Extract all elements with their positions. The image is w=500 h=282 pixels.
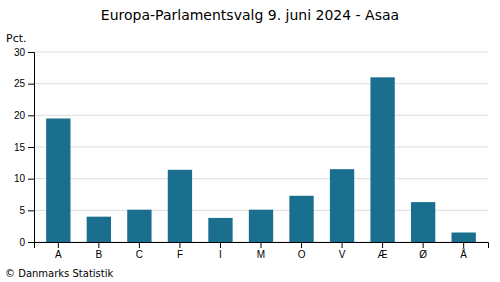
tick: M [257,242,265,260]
tick-mark [382,242,383,248]
tick: B [96,242,103,260]
tick: 30 [14,47,34,58]
y-label: Pct. [6,32,27,45]
y-axis: 0 5 10 15 20 25 30 [14,47,35,248]
tick-label: F [177,249,183,260]
tick: C [136,242,143,260]
bar [87,217,111,242]
plot: 0 5 10 15 20 25 30 A B C F I M O V Æ Ø Å Pct. [6,32,489,260]
tick: A [55,242,62,260]
tick-mark [28,147,34,148]
tick-mark [98,242,99,248]
bar [289,196,313,242]
tick: I [219,242,222,260]
tick-label: O [298,249,306,260]
bar [452,233,476,243]
tick-mark [28,84,34,85]
tick-mark [301,242,302,248]
tick-mark [179,242,180,248]
tick-mark [28,52,34,53]
tick-mark [28,210,34,211]
tick-label: I [219,249,222,260]
grid-line [34,52,488,53]
tick-label: 15 [14,142,26,153]
tick-mark [261,242,262,248]
tick: 20 [14,110,34,121]
axis-line [35,243,489,249]
tick-label: 0 [19,237,25,248]
tick-mark [220,242,221,248]
tick: O [298,242,306,260]
tick-label: Ø [419,249,427,260]
grid-line [34,178,488,179]
x-axis: ABCFIMOVÆØÅ [35,242,489,260]
tick-mark [58,242,59,248]
tick-label: 10 [14,173,26,184]
title: Europa-Parlamentsvalg 9. juni 2024 - Asa… [101,7,399,23]
tick: 25 [14,78,34,89]
tick-label: B [96,249,103,260]
bar [411,202,435,242]
tick-label: 30 [14,47,26,58]
tick-label: 20 [14,110,26,121]
tick-label: Å [460,248,467,260]
tick-label: 5 [19,205,25,216]
footer: © Danmarks Statistik [5,268,114,279]
tick: Æ [378,242,388,260]
bar [208,218,232,242]
tick-label: A [55,249,62,260]
tick-mark [28,115,34,116]
tick-label: C [136,249,143,260]
bar [330,169,354,242]
bar [249,210,273,242]
tick-mark [139,242,140,248]
bar [127,210,151,242]
grid [34,52,488,242]
tick-label: Æ [378,249,388,260]
tick-label: M [257,249,265,260]
grid-line [34,147,488,148]
bar [370,77,394,242]
tick: F [177,242,183,260]
tick: 10 [14,173,34,184]
tick-mark [423,242,424,248]
tick-mark [28,179,34,180]
tick-mark [342,242,343,248]
chart: Europa-Parlamentsvalg 9. juni 2024 - Asa… [0,0,500,282]
tick-mark [28,242,34,243]
grid-line [34,83,488,84]
bar [168,170,192,242]
tick-label: V [339,249,346,260]
tick: 15 [14,142,34,153]
tick-mark [463,242,464,248]
tick: Ø [419,242,427,260]
bars [46,77,476,242]
tick: V [339,242,346,260]
tick-label: 25 [14,78,26,89]
axis-line [28,53,35,243]
tick: Å [460,242,467,260]
bar [46,119,70,243]
tick: 0 [19,237,34,248]
grid-line [34,115,488,116]
tick: 5 [19,205,34,216]
